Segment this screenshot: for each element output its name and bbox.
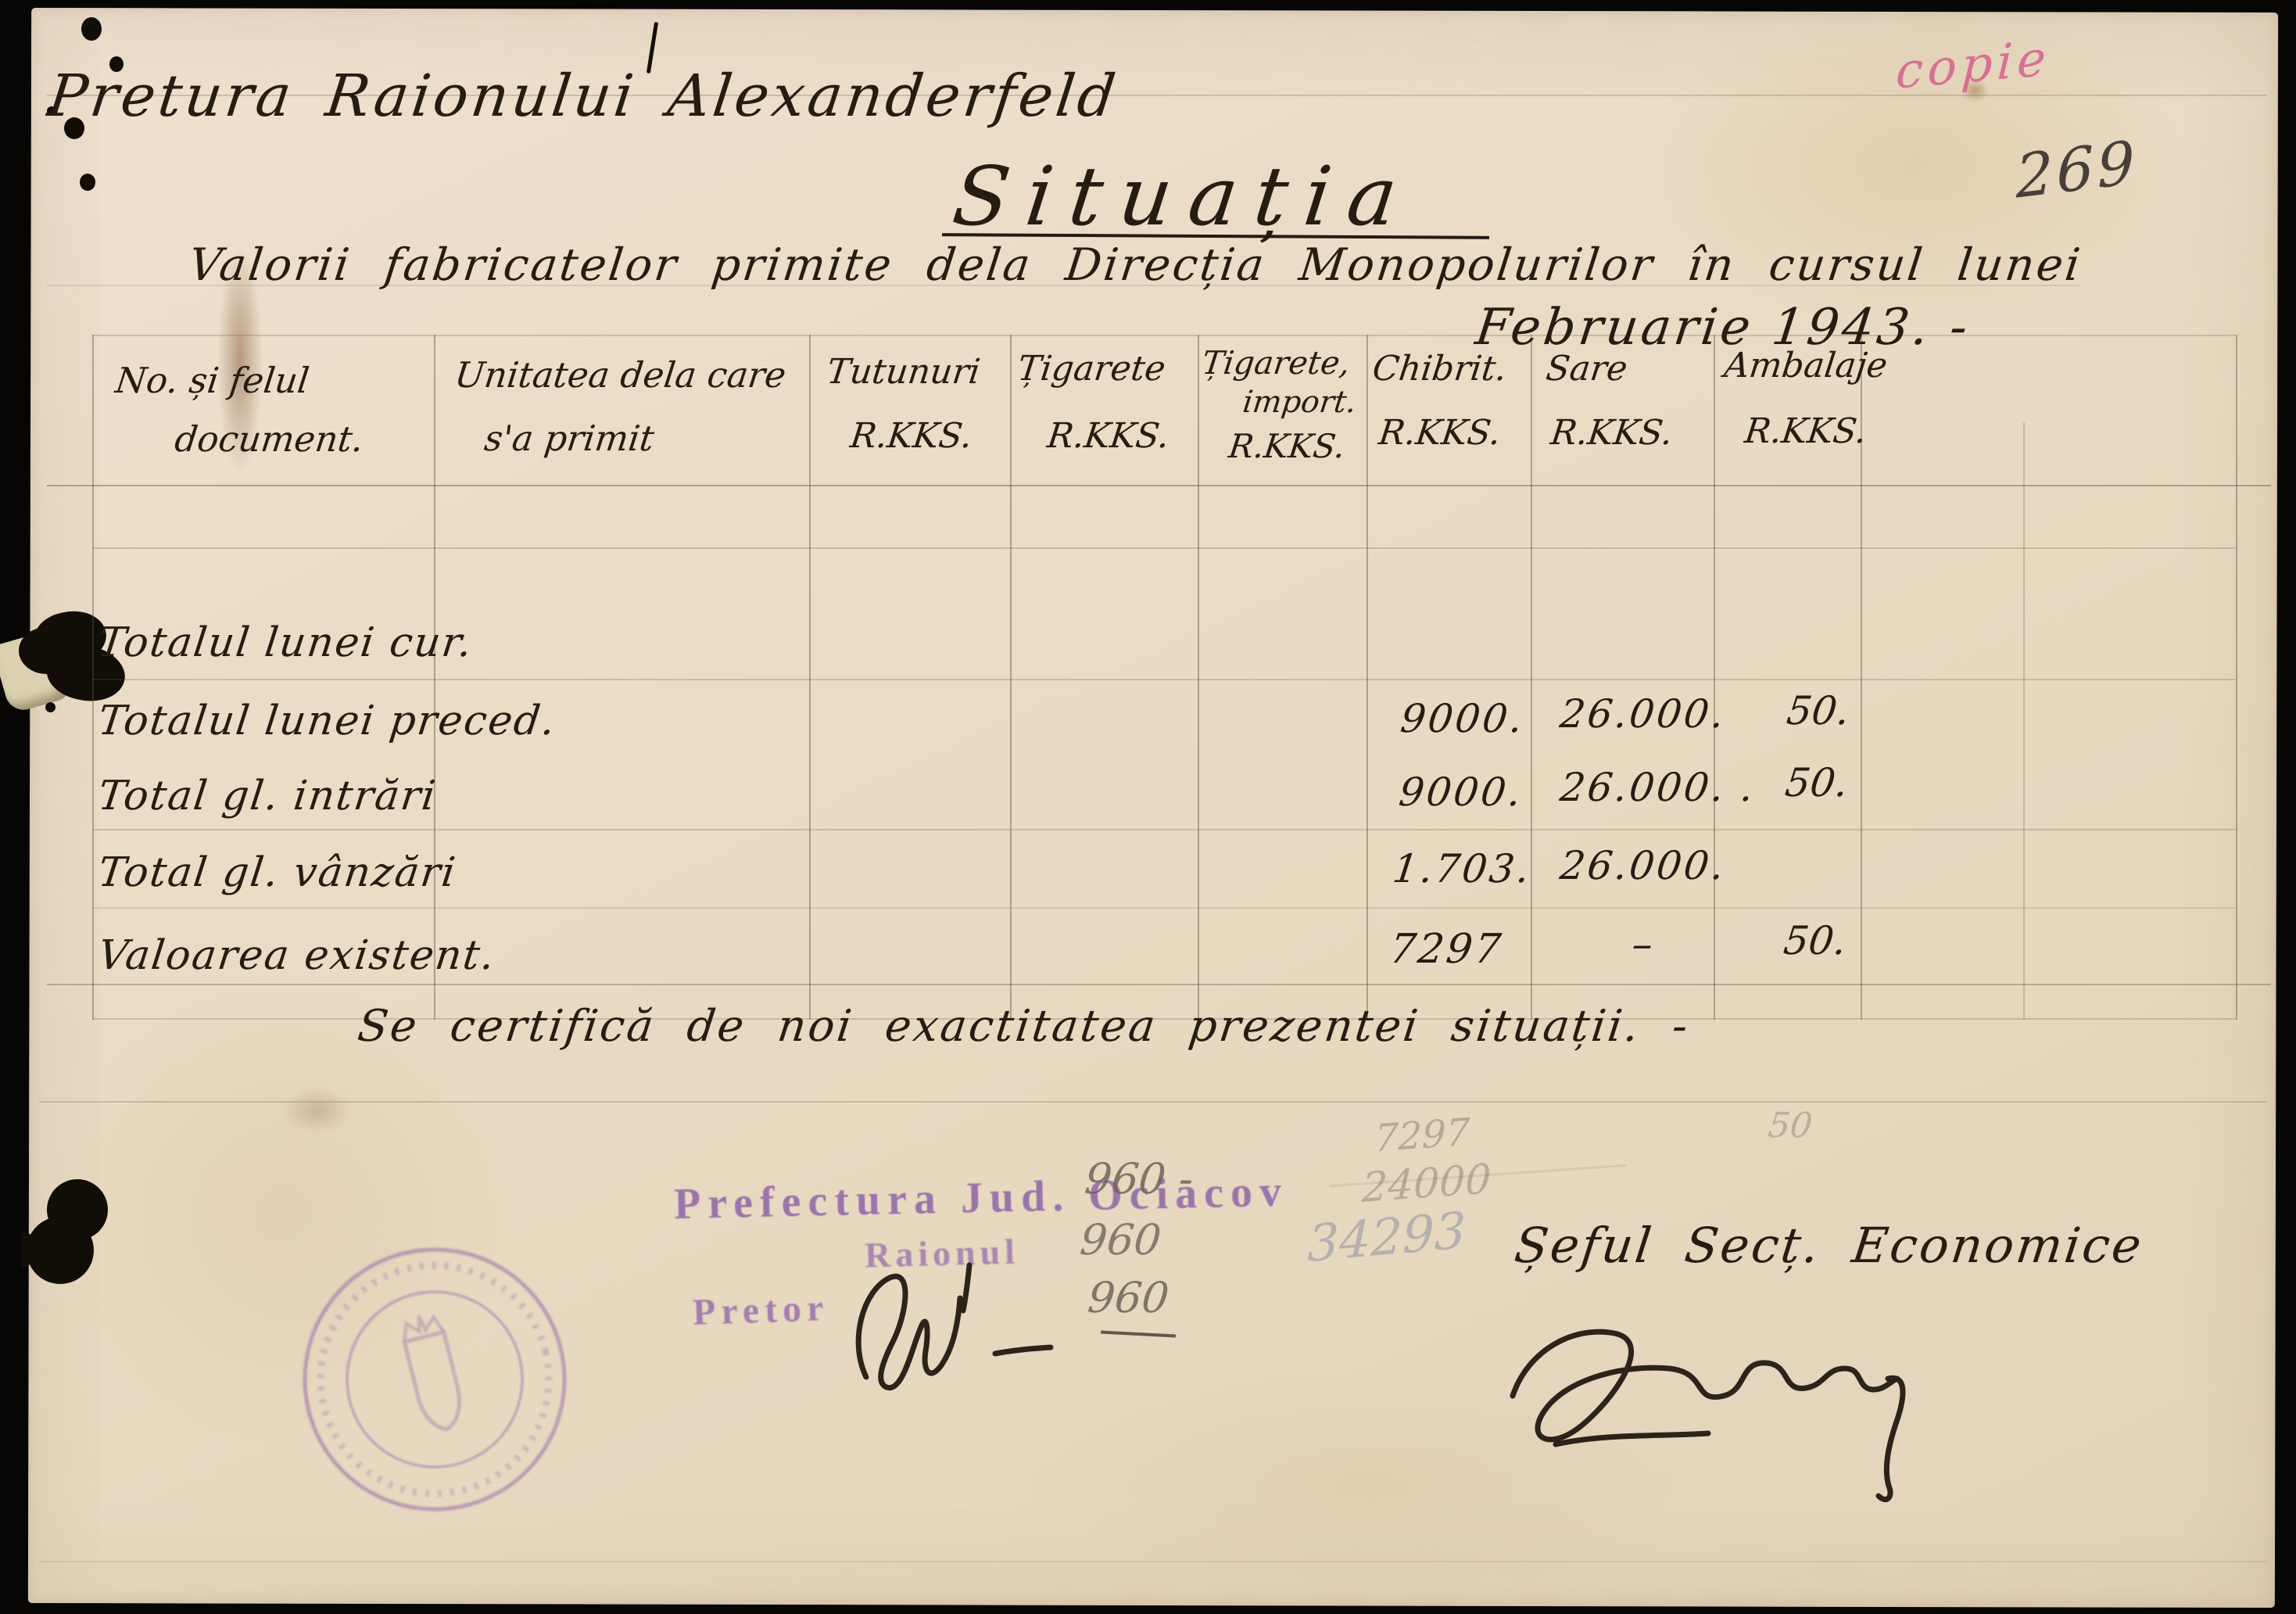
- grid-hline: [47, 485, 2271, 486]
- row-label: Total gl. intrări: [95, 773, 440, 820]
- grid-vline: [1010, 335, 1012, 1020]
- ink-blot: [109, 56, 124, 72]
- col-header-ambalaje-2: R.KKS.: [1742, 411, 1869, 451]
- grid-vline: [1198, 335, 1199, 1020]
- round-seal: [303, 1247, 567, 1512]
- col-header-unit-1: Unitatea dela care: [452, 354, 789, 396]
- grid-hline: [47, 984, 2271, 985]
- cell-sare: 26.000.: [1557, 843, 1729, 888]
- cell-ambalaje: 50.: [1781, 918, 1850, 963]
- grid-vline: [92, 335, 94, 1020]
- document-subtitle: Valorii fabricatelor primite dela Direcț…: [185, 239, 2086, 291]
- period-line: Februarie 1943. -: [1472, 299, 1974, 357]
- col-header-tigarete-1: Țigarete: [1015, 349, 1168, 389]
- torn-hole: [19, 627, 75, 674]
- col-header-tigarete-import-3: R.KKS.: [1226, 427, 1348, 465]
- col-header-sare-1: Sare: [1543, 349, 1630, 389]
- grid-vline: [809, 335, 811, 1020]
- grid-hline: [92, 335, 2236, 336]
- col-header-chibrit-1: Chibrit.: [1370, 349, 1510, 389]
- grid-vline: [2023, 422, 2025, 1020]
- folio-number: 269: [2015, 127, 2139, 212]
- grid-vline: [2236, 335, 2237, 1020]
- ink-blot: [80, 174, 95, 191]
- cell-sare: 26.000.: [1557, 691, 1729, 737]
- col-header-document-2: document.: [172, 418, 367, 460]
- col-header-sare-2: R.KKS.: [1548, 413, 1675, 453]
- col-header-chibrit-2: R.KKS.: [1376, 413, 1503, 453]
- grid-vline: [1714, 335, 1715, 1020]
- pencil-number: 960: [1085, 1273, 1172, 1322]
- office-name: Pretura Raionului Alexanderfeld: [44, 63, 1123, 130]
- certification-line: Se certifică de noi exactitatea prezente…: [355, 1001, 1693, 1052]
- ink-dot: [45, 702, 56, 712]
- document-title: Situația: [947, 149, 1420, 244]
- cell-chibrit: 9000.: [1396, 769, 1526, 815]
- col-header-ambalaje-1: Ambalaje: [1721, 346, 1890, 386]
- pencil-number: 960 -: [1082, 1154, 1196, 1203]
- chief-signature-ink: [1510, 1329, 1906, 1502]
- col-header-tigarete-2: R.KKS.: [1044, 416, 1172, 456]
- row-label: Valoarea existent.: [95, 932, 499, 979]
- grid-hline: [47, 95, 2267, 96]
- cell-sare: 26.000. .: [1557, 765, 1759, 810]
- row-label: Totalul lunei preced.: [95, 698, 559, 744]
- ink-blot: [81, 17, 102, 41]
- grid-hline: [92, 679, 2236, 680]
- grid-vline: [434, 335, 435, 1020]
- col-header-tigarete-import-1: Țigarete,: [1200, 344, 1352, 382]
- grid-hline: [92, 547, 2236, 549]
- cell-ambalaje: 50.: [1782, 760, 1851, 805]
- ink-blot: [47, 106, 56, 116]
- grid-hline: [39, 1561, 2267, 1562]
- ink-blot: [64, 117, 84, 139]
- pencil-number-faint: 50: [1766, 1106, 1814, 1146]
- pencil-number-faint: 7297: [1374, 1110, 1470, 1161]
- pretor-signature-ink: [855, 1262, 1054, 1390]
- grid-hline: [92, 1018, 2236, 1020]
- row-label: Total gl. vânzări: [95, 849, 460, 896]
- col-header-tutunuri-1: Tutunuri: [824, 352, 983, 392]
- cell-ambalaje: 50.: [1784, 688, 1853, 733]
- col-header-unit-2: s'a primit: [482, 418, 657, 459]
- grid-hline: [39, 1101, 2267, 1103]
- cell-chibrit: 7297: [1387, 926, 1506, 973]
- grid-hline: [47, 285, 2079, 286]
- col-header-document-1: No. și felul: [113, 360, 312, 401]
- col-header-tutunuri-2: R.KKS.: [847, 416, 975, 456]
- col-header-tigarete-import-2: import.: [1241, 385, 1359, 420]
- cell-chibrit: 9000.: [1398, 696, 1528, 741]
- pencil-number: 960: [1077, 1215, 1164, 1264]
- grid-hline: [92, 829, 2236, 830]
- cell-chibrit: 1.703.: [1390, 846, 1535, 891]
- grid-vline: [1861, 335, 1862, 1020]
- grid-vline: [1366, 335, 1368, 1020]
- signature-title: Șeful Secț. Economice: [1511, 1217, 2147, 1274]
- row-label: Totalul lunei cur.: [95, 619, 476, 666]
- grid-hline: [92, 907, 2236, 909]
- grid-vline: [1531, 335, 1532, 1020]
- pencil-number-faint: 24000: [1361, 1156, 1492, 1212]
- stamp-line-pretor: Pretor: [692, 1286, 830, 1334]
